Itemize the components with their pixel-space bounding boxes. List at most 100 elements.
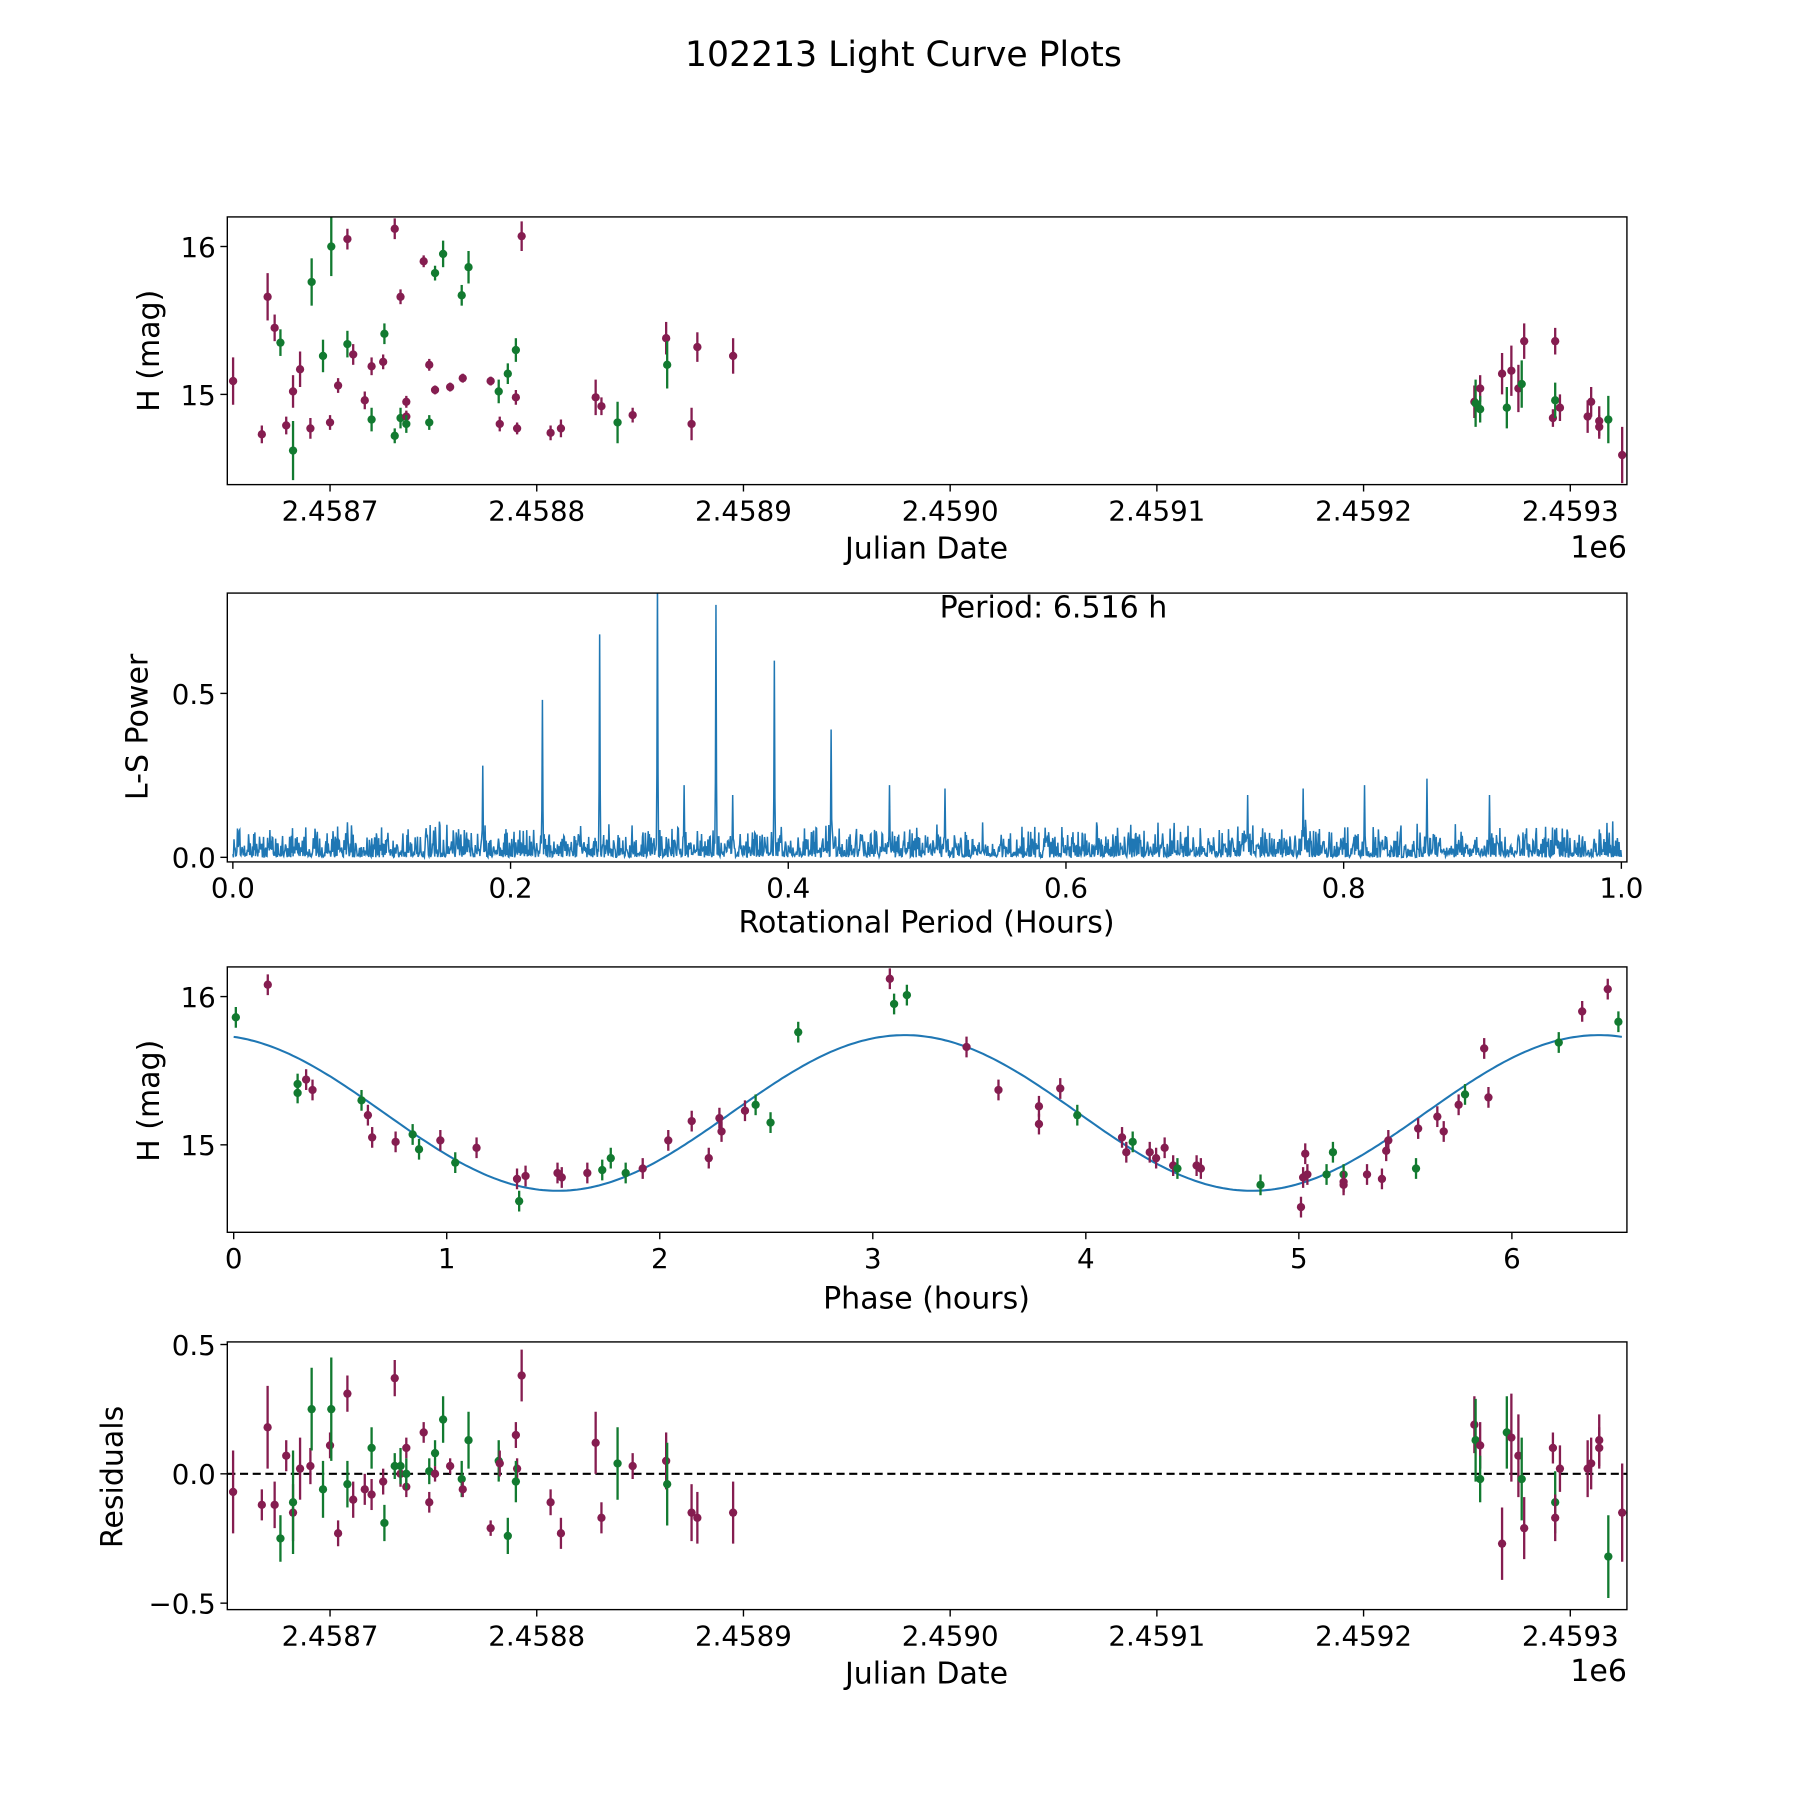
x-tick-label: 0	[225, 1242, 243, 1275]
data-point	[728, 351, 738, 361]
data-point	[1328, 1148, 1338, 1157]
data-point	[402, 1469, 411, 1478]
data-point	[419, 1428, 428, 1437]
y-tick-label: 16	[181, 981, 216, 1014]
plot-frame	[226, 592, 1628, 863]
data-point	[464, 263, 473, 272]
data-point	[1073, 1111, 1082, 1120]
data-point	[1476, 1474, 1485, 1484]
data-point	[343, 1480, 352, 1489]
data-point	[503, 1531, 512, 1541]
data-point	[621, 1168, 630, 1178]
data-point	[318, 1485, 328, 1494]
data-point	[902, 990, 912, 1000]
data-point	[1471, 399, 1480, 408]
data-point	[511, 345, 521, 355]
y-tick-label: 15	[181, 379, 216, 412]
data-point	[425, 1498, 434, 1507]
data-point	[325, 418, 335, 427]
x-tick-label: 2.4590	[902, 494, 999, 527]
data-point	[962, 1042, 971, 1052]
data-point	[360, 396, 369, 405]
x-tick-label: 1.0	[1599, 872, 1643, 905]
periodogram-line	[232, 593, 1623, 861]
data-point	[263, 980, 272, 989]
data-point	[414, 1145, 424, 1154]
y-tick-label: 0.0	[172, 842, 216, 875]
plot-frame	[226, 1341, 1628, 1611]
data-point	[1595, 422, 1604, 432]
data-point	[301, 1075, 311, 1084]
data-point	[1034, 1102, 1044, 1111]
data-point	[591, 1438, 600, 1447]
data-point	[1056, 1084, 1065, 1093]
data-point	[766, 1118, 775, 1127]
data-point	[664, 1136, 673, 1145]
data-point	[390, 224, 399, 233]
data-point	[517, 231, 526, 241]
data-point	[257, 1500, 266, 1510]
x-tick-label: 2.4591	[1108, 1619, 1205, 1652]
data-point	[367, 362, 376, 371]
data-point	[343, 339, 352, 349]
data-point	[1476, 405, 1485, 414]
data-point	[363, 1111, 373, 1120]
data-point	[1460, 1090, 1470, 1099]
data-point	[390, 1373, 399, 1383]
data-point	[390, 1461, 399, 1471]
data-point	[704, 1154, 713, 1163]
data-point	[511, 393, 521, 402]
data-point	[486, 376, 495, 386]
data-point	[994, 1085, 1003, 1095]
data-point	[546, 1498, 555, 1507]
data-point	[728, 1508, 738, 1517]
data-point	[306, 1461, 315, 1471]
data-point	[391, 1137, 400, 1147]
data-point	[751, 1100, 760, 1109]
x-tick-label: 4	[1077, 1242, 1095, 1275]
periodogram-panel: Rotational Period (Hours) L-S Power Peri…	[121, 590, 1644, 940]
data-point	[1587, 397, 1596, 406]
data-point	[1614, 1017, 1623, 1026]
data-point	[396, 1461, 405, 1471]
data-point	[457, 1474, 466, 1484]
data-point	[1497, 1539, 1507, 1548]
data-point	[367, 1443, 376, 1453]
data-point	[687, 419, 696, 429]
data-point	[1583, 412, 1592, 421]
data-point	[368, 1133, 377, 1142]
plot-area	[227, 1349, 1627, 1598]
data-point	[1034, 1119, 1044, 1129]
data-point	[1377, 1174, 1387, 1184]
data-point	[436, 1136, 445, 1145]
y-tick-label: 15	[181, 1129, 216, 1162]
data-point	[495, 1459, 504, 1468]
data-point	[1551, 337, 1560, 346]
data-point	[295, 365, 305, 374]
x-tick-label: 2.4593	[1522, 494, 1619, 527]
data-point	[276, 1534, 285, 1543]
data-point	[396, 292, 405, 301]
data-point	[1476, 1441, 1485, 1450]
lightcurve-ylabel: H (mag)	[132, 290, 167, 412]
x-tick-label: 2.4588	[488, 494, 585, 527]
data-point	[1502, 403, 1511, 412]
data-point	[445, 382, 455, 392]
lightcurve-panel: Julian Date 1e6 H (mag) 2.4587 2.4588 2.45…	[132, 216, 1628, 566]
data-point	[349, 1495, 358, 1504]
data-point	[1454, 1100, 1463, 1109]
data-point	[1618, 1508, 1627, 1517]
data-point	[1339, 1180, 1348, 1190]
data-point	[263, 292, 272, 301]
data-point	[1520, 337, 1529, 346]
x-tick-label: 2.4593	[1522, 1619, 1619, 1652]
data-point	[1256, 1180, 1265, 1190]
data-point	[1128, 1137, 1137, 1147]
data-point	[1384, 1136, 1393, 1145]
data-point	[597, 402, 606, 411]
data-point	[1587, 1459, 1596, 1468]
data-point	[430, 1448, 440, 1458]
x-tick-label: 3	[864, 1242, 882, 1275]
data-point	[687, 1116, 696, 1126]
data-point	[1507, 1433, 1516, 1442]
